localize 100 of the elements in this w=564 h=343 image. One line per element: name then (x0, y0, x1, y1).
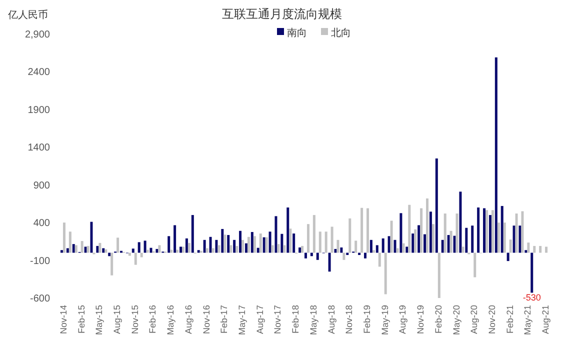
x-tick-label: Nov-14 (58, 305, 68, 334)
bar (274, 216, 278, 253)
bar (539, 246, 542, 253)
bar (298, 247, 302, 253)
x-tick-label: Aug-16 (183, 305, 194, 334)
x-tick-label: Aug-17 (254, 305, 265, 334)
bar (396, 248, 399, 253)
bar (488, 215, 492, 253)
x-tick-label: Aug-15 (112, 305, 122, 334)
bar (116, 238, 120, 253)
bar (533, 246, 536, 253)
bar (218, 245, 220, 253)
bar (491, 210, 494, 253)
y-tick-label: -600 (30, 294, 50, 304)
bar (247, 236, 250, 253)
bar (292, 234, 296, 253)
x-tick-label: Feb-21 (504, 305, 515, 334)
x-tick-label: Nov-16 (201, 305, 212, 334)
bar (262, 237, 266, 253)
bar (242, 240, 244, 253)
bar (477, 207, 480, 253)
bar (259, 234, 262, 253)
bar (304, 252, 307, 258)
bar (471, 226, 474, 253)
bar (486, 210, 488, 253)
bar (465, 228, 468, 253)
bar (348, 218, 352, 253)
bar (450, 230, 452, 253)
x-tick-label: Feb-19 (362, 305, 372, 334)
bar (414, 229, 417, 253)
bar (158, 245, 161, 253)
bar (459, 192, 462, 253)
bar (60, 250, 63, 253)
x-tick-label: May-16 (166, 305, 176, 336)
x-tick-label: Nov-20 (486, 305, 497, 334)
x-tick-label: Nov-19 (416, 305, 426, 334)
bar (244, 243, 248, 253)
bar (438, 252, 440, 298)
bar (86, 246, 90, 253)
bar (512, 226, 516, 253)
bar (394, 240, 396, 253)
bar (390, 220, 393, 253)
bar (182, 246, 184, 253)
bar (174, 225, 176, 253)
bar (312, 215, 316, 253)
bar (441, 240, 444, 253)
bar (96, 246, 99, 253)
x-tick-label: Nov-18 (344, 305, 354, 334)
bar (84, 246, 87, 253)
bar (346, 252, 349, 256)
bar (435, 158, 438, 253)
bar (378, 252, 381, 267)
bar (212, 248, 214, 253)
bar (527, 242, 530, 253)
bar (340, 247, 343, 253)
bar (80, 241, 84, 253)
bar (62, 222, 66, 253)
bar (330, 226, 334, 253)
bar (239, 230, 242, 253)
y-tick-label: 2400 (28, 67, 50, 78)
bar (483, 208, 486, 253)
bar (336, 240, 340, 253)
bar (324, 232, 328, 253)
bar (268, 232, 272, 253)
bar (138, 242, 140, 253)
bar (366, 208, 369, 253)
legend-label: 北向 (331, 27, 351, 39)
bar (168, 236, 170, 253)
bar (500, 206, 504, 253)
bar (406, 246, 408, 253)
bar (306, 224, 310, 253)
bar (426, 198, 428, 253)
y-axis-title: 亿人民币 (7, 9, 48, 21)
bar (334, 248, 337, 253)
bar (98, 242, 102, 253)
bar (227, 235, 230, 253)
bar (370, 240, 372, 253)
bar (108, 252, 111, 256)
bar (289, 228, 292, 253)
bar (521, 211, 524, 253)
bar (530, 252, 534, 293)
chart-title: 互联互通月度流向规模 (222, 7, 342, 21)
bar (382, 238, 384, 253)
bar (236, 246, 238, 253)
bar (384, 252, 387, 294)
bar (176, 250, 179, 253)
x-tick-label: Feb-20 (433, 305, 444, 334)
bar (360, 208, 364, 253)
bar (144, 240, 146, 253)
bar (364, 252, 366, 258)
bar (444, 214, 446, 253)
bar (318, 232, 322, 253)
bar (271, 245, 274, 253)
x-tick-label: Feb-16 (148, 305, 158, 334)
y-tick-label: 900 (33, 180, 50, 192)
x-tick-label: Feb-15 (76, 305, 86, 334)
bar (420, 208, 423, 253)
bar (277, 244, 280, 253)
bar (376, 245, 378, 253)
bar (509, 240, 512, 253)
